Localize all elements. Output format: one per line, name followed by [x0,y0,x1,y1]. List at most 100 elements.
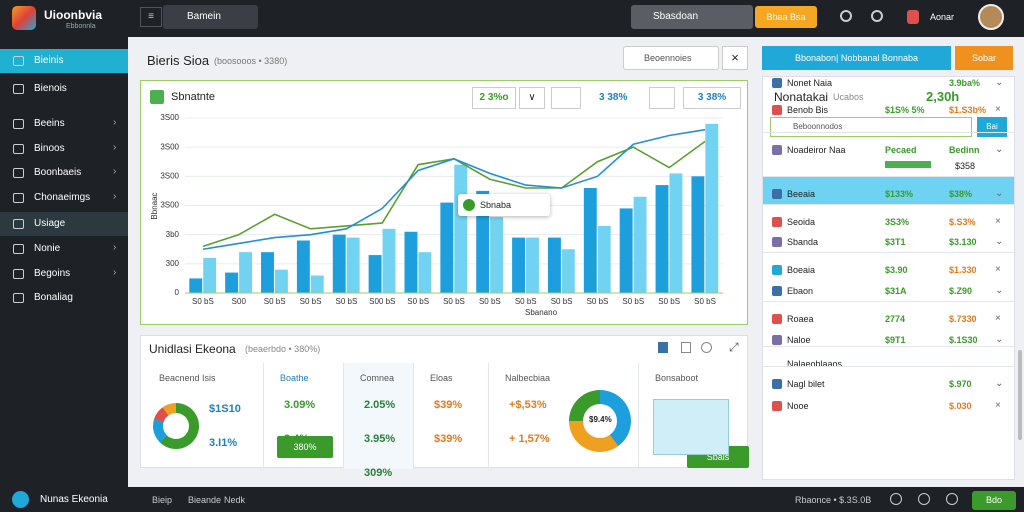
stat-toggle[interactable]: ∨ [519,87,545,109]
row-chevron[interactable]: ⌄ [995,188,1004,199]
icon-help[interactable] [871,10,883,22]
row-chevron[interactable]: ⌄ [995,144,1004,155]
row-chevron[interactable]: ⌄ [995,77,1004,88]
stat-box[interactable]: 3 38% [683,87,741,109]
row-cell[interactable]: Nagl bilet [787,379,825,389]
row-cell: $38% [949,189,973,199]
sidebar-icon [13,168,24,178]
bar [512,237,526,293]
trend-line [202,128,706,251]
row-cell[interactable]: Seoida [787,217,816,227]
tooltip: Sbnaba [458,194,550,216]
row-chevron[interactable]: ⌄ [995,285,1004,296]
column-value: $39% [434,433,463,445]
sidebar-item[interactable]: Chonaeimgs › [0,186,128,210]
row-cell[interactable]: Noadeiror Naa [787,145,846,155]
row-chevron[interactable]: × [995,400,1001,411]
column-button[interactable]: 380% [277,436,333,458]
footer-link[interactable]: Bieande [188,495,222,505]
panel-icon[interactable] [701,342,712,353]
row-chevron[interactable]: ⌄ [995,378,1004,389]
brand: Uioonbvia [44,8,103,22]
x-tick-label: S0 bS [622,297,644,306]
menu-button[interactable]: ≡ [140,7,162,27]
avatar[interactable] [978,4,1004,30]
footer-icon[interactable] [946,493,958,505]
row-cell[interactable]: $358 [955,161,976,171]
sidebar-item[interactable]: Bieinis [0,49,128,73]
chevron: › [113,242,117,253]
search-box[interactable]: Bamein [163,5,258,29]
footer-link[interactable]: Bieip [152,495,173,505]
sidebar-item[interactable]: Bonaliag [0,286,128,310]
bar [203,258,217,293]
icon-tool[interactable] [840,10,852,22]
stat-toggle[interactable] [551,87,581,109]
row-icon [772,217,782,227]
footer-link[interactable]: Nedk [224,495,246,505]
row-cell: $1.330 [949,265,977,275]
row-chevron[interactable]: ⌄ [995,236,1004,247]
bar [705,123,719,293]
panel-icon[interactable] [658,342,668,353]
row-cell[interactable]: Naloe [787,335,811,345]
row-cell: Bedinn [949,145,980,155]
panel-icon[interactable] [681,342,691,353]
row-divider [763,204,1014,205]
page-search[interactable]: Beoennoies [623,46,719,70]
row-cell[interactable]: Roaea [787,314,814,324]
search-right[interactable]: Sbasdoan [631,5,753,29]
row-cell[interactable]: Ebaon [787,286,814,296]
summary-subtitle: (beaerbdo • 380%) [245,344,321,354]
column-value: +$,53% [509,399,547,411]
sidebar-item[interactable]: Usiage [0,212,128,236]
row-cell[interactable]: Sbanda [787,237,819,247]
sidebar-item[interactable]: Nonie › [0,237,128,261]
right-tab[interactable]: Sobar [955,46,1013,70]
scrollbar [1018,350,1022,440]
summary-column: Nalbecbiaa +$,53% + 1,57% $9.4% [488,363,638,469]
row-chevron[interactable]: × [995,264,1001,275]
sidebar-item[interactable]: Beeins › [0,112,128,136]
row-icon [772,335,782,345]
footer-icon[interactable] [890,493,902,505]
close-button[interactable]: × [722,46,748,70]
sidebar-item[interactable]: Bienois [0,77,128,101]
stat-toggle[interactable] [649,87,675,109]
footer-button[interactable]: Bdo [972,491,1016,510]
footer-icon[interactable] [918,493,930,505]
sidebar-item[interactable]: Begoins › [0,262,128,286]
x-tick-label: S00 [232,297,247,306]
row-chevron[interactable]: ⌄ [995,334,1004,345]
row-chevron[interactable]: × [995,104,1001,115]
bar [261,252,274,293]
row-cell[interactable]: Benob Bis [787,105,829,115]
row-chevron[interactable]: × [995,313,1001,324]
right-input-button[interactable]: Bai [977,117,1007,137]
chart-icon [150,90,164,104]
row-cell[interactable]: Beeaia [787,189,816,199]
row-cell[interactable]: Nooe [787,401,809,411]
right-tab[interactable]: Bbonabon| Nobbanal Bonnaba [762,46,951,70]
row-cell: $.1S30 [949,335,978,345]
panel-icon[interactable]: ⤢ [729,340,739,354]
sidebar-item[interactable]: Binoos › [0,137,128,161]
chevron: › [113,267,117,278]
row-chevron[interactable]: × [995,216,1001,227]
row-cell[interactable]: Nonet Naia [787,78,833,88]
right-input[interactable]: Beboonnodos [770,117,972,137]
column-value: 3.I1% [209,437,238,449]
row-cell[interactable]: Boeaia [787,265,816,275]
sidebar-item[interactable]: Boonbaeis › [0,161,128,185]
summary-title: Unidlasi Ekeona [149,342,236,356]
user-name[interactable]: Aonar [930,12,955,22]
bar [332,234,346,293]
row-cell[interactable]: Nalaeoblaaos [787,359,843,369]
footer-status: Rbaonce • $.3S.0B [795,495,872,505]
stat-box[interactable]: 2 3%o [472,87,516,109]
action-button[interactable]: Bbaa Bsa [755,6,817,28]
bar [404,231,418,293]
sidebar [0,37,128,487]
y-tick-label: 3S00 [160,142,179,151]
